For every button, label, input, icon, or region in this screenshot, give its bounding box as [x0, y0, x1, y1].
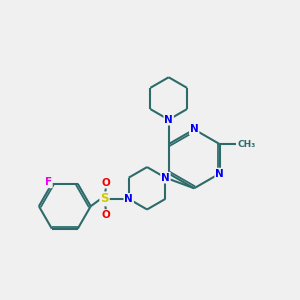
Text: N: N: [161, 173, 170, 183]
Text: CH₃: CH₃: [238, 140, 256, 148]
Text: N: N: [190, 124, 199, 134]
Text: N: N: [215, 169, 224, 178]
Text: O: O: [102, 178, 110, 188]
Text: S: S: [100, 192, 109, 206]
Text: F: F: [45, 177, 52, 187]
Text: N: N: [164, 115, 173, 125]
Text: N: N: [124, 194, 133, 204]
Text: O: O: [102, 210, 110, 220]
